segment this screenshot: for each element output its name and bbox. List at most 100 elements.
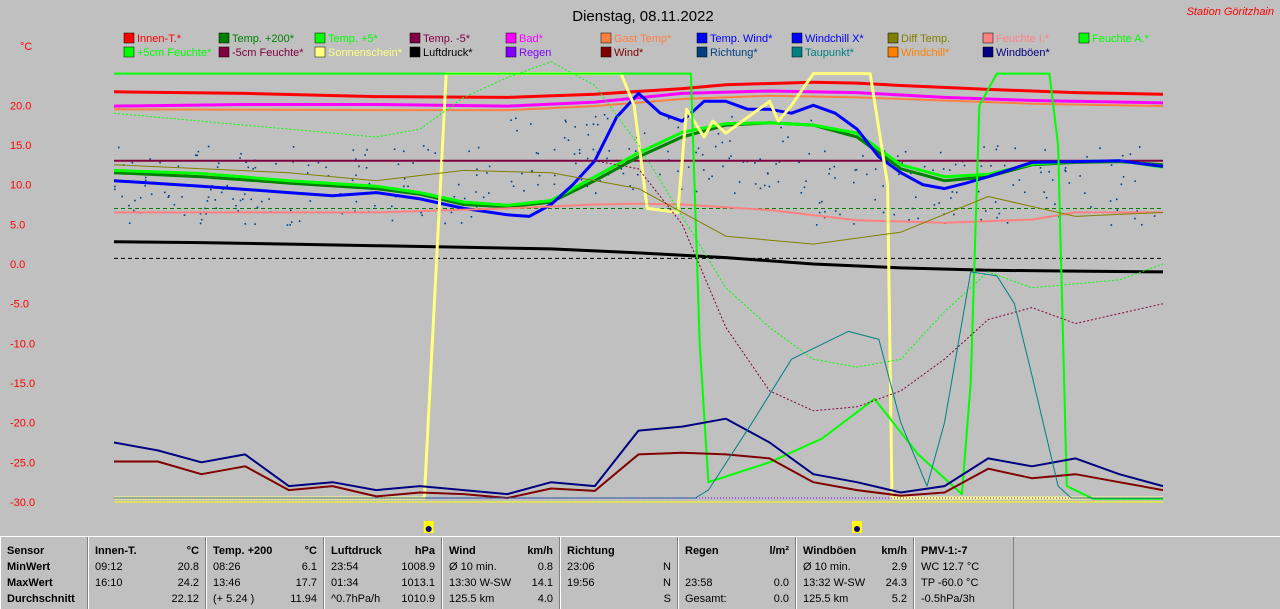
scatter-point (240, 152, 242, 155)
stat-value: 14.1 (531, 577, 553, 589)
scatter-point (199, 222, 202, 225)
scatter-point (759, 158, 761, 160)
scatter-point (422, 145, 425, 147)
scatter-point (701, 153, 704, 156)
stat-label: 23:54 (331, 561, 359, 573)
stats-column: Regen l/m² 23:58 0.0 Gesamt: 0.0 (678, 537, 796, 609)
legend-swatch (218, 46, 230, 58)
legend-item: Temp. +200* (218, 32, 295, 45)
scatter-point (1115, 198, 1118, 201)
column-unit: hPa (414, 545, 435, 557)
stat-label: 13:46 (213, 577, 241, 589)
stat-value: 0.0 (773, 577, 789, 589)
series-line (113, 240, 1164, 274)
scatter-point (226, 184, 228, 187)
scatter-point (897, 155, 899, 157)
scatter-point (235, 204, 237, 207)
scatter-point (1086, 156, 1088, 158)
scatter-point (244, 223, 247, 225)
stat-value: N (663, 561, 671, 573)
legend-item: Sonnenschein* (314, 46, 403, 59)
scatter-point (217, 162, 220, 165)
stat-label: 08:26 (213, 561, 241, 573)
scatter-point (766, 172, 769, 174)
stats-column: Luftdruck hPa 23:54 1008.9 01:34 1013.1 ^0.7hP… (324, 537, 442, 609)
legend-swatch (600, 46, 612, 58)
scatter-point (1054, 203, 1056, 205)
scatter-point (144, 176, 147, 179)
stat-label: 16:10 (95, 577, 123, 589)
scatter-point (586, 185, 589, 188)
scatter-point (254, 223, 256, 225)
scatter-point (990, 165, 992, 167)
legend-label: Temp. +200* (232, 33, 295, 45)
stats-column: Richtung 23:06 N 19:56 N S (560, 537, 678, 609)
scatter-point (352, 149, 355, 151)
scatter-point (144, 184, 146, 187)
scatter-point (667, 150, 669, 153)
scatter-point (131, 161, 134, 164)
scatter-point (828, 172, 830, 175)
scatter-point (1043, 191, 1045, 193)
stats-column: Wind km/h Ø 10 min. 0.8 13:30 W-SW 14.1 125.5 … (442, 537, 560, 609)
scatter-point (714, 145, 717, 148)
series-line (114, 160, 1164, 412)
column-header: Innen-T. (95, 545, 137, 557)
scatter-point (355, 174, 357, 177)
legend-label: Temp. -5* (423, 33, 471, 45)
y-tick-label: -10.0 (10, 338, 35, 350)
stat-value: 5.2 (891, 593, 907, 605)
scatter-point (898, 173, 900, 176)
scatter-point (374, 204, 376, 207)
scatter-point (403, 150, 405, 153)
scatter-point (730, 155, 732, 157)
legend-item: Wind* (600, 46, 644, 59)
scatter-point (510, 119, 512, 121)
scatter-point (298, 220, 301, 222)
scatter-point (910, 172, 912, 175)
stat-label: 125.5 km (803, 593, 849, 605)
scatter-point (759, 187, 762, 190)
legend-item: Innen-T.* (123, 32, 182, 45)
scatter-point (245, 161, 247, 163)
scatter-point (453, 195, 456, 198)
scatter-point (167, 196, 170, 199)
scatter-point (239, 157, 241, 159)
scatter-point (917, 217, 919, 220)
legend-label: Temp. Wind* (710, 33, 773, 45)
legend-item: Taupunkt* (791, 46, 855, 59)
scatter-point (488, 165, 491, 168)
scatter-point (729, 140, 731, 142)
legend-swatch (505, 32, 517, 44)
scatter-point (482, 196, 485, 199)
scatter-point (775, 163, 777, 165)
scatter-point (636, 173, 639, 176)
legend-label: Taupunkt* (805, 47, 855, 59)
scatter-point (354, 210, 356, 212)
scatter-point (628, 148, 631, 150)
scatter-point (731, 116, 733, 118)
scatter-point (134, 199, 136, 202)
series-line (113, 94, 1164, 112)
legend-swatch (982, 32, 994, 44)
scatter-point (996, 145, 999, 147)
legend-item: Windchill X* (791, 32, 864, 45)
stat-label: Gesamt: (685, 593, 727, 605)
scatter-point (128, 222, 131, 225)
scatter-point (114, 188, 116, 191)
scatter-point (128, 204, 130, 207)
scatter-point (938, 202, 940, 204)
scatter-point (434, 152, 436, 154)
scatter-point (247, 166, 250, 169)
column-header: Regen (685, 545, 719, 557)
stats-column: Windböen km/h Ø 10 min. 2.9 13:32 W-SW 24.3 12… (796, 537, 914, 609)
scatter-point (1109, 200, 1112, 202)
scatter-point (242, 198, 244, 201)
sensor-title: Sensor (7, 545, 45, 557)
scatter-point (608, 150, 611, 152)
scatter-point (828, 168, 831, 170)
scatter-point (862, 155, 864, 157)
scatter-point (597, 123, 599, 126)
scatter-point (587, 133, 590, 136)
y-tick-label: 20.0 (10, 100, 31, 112)
